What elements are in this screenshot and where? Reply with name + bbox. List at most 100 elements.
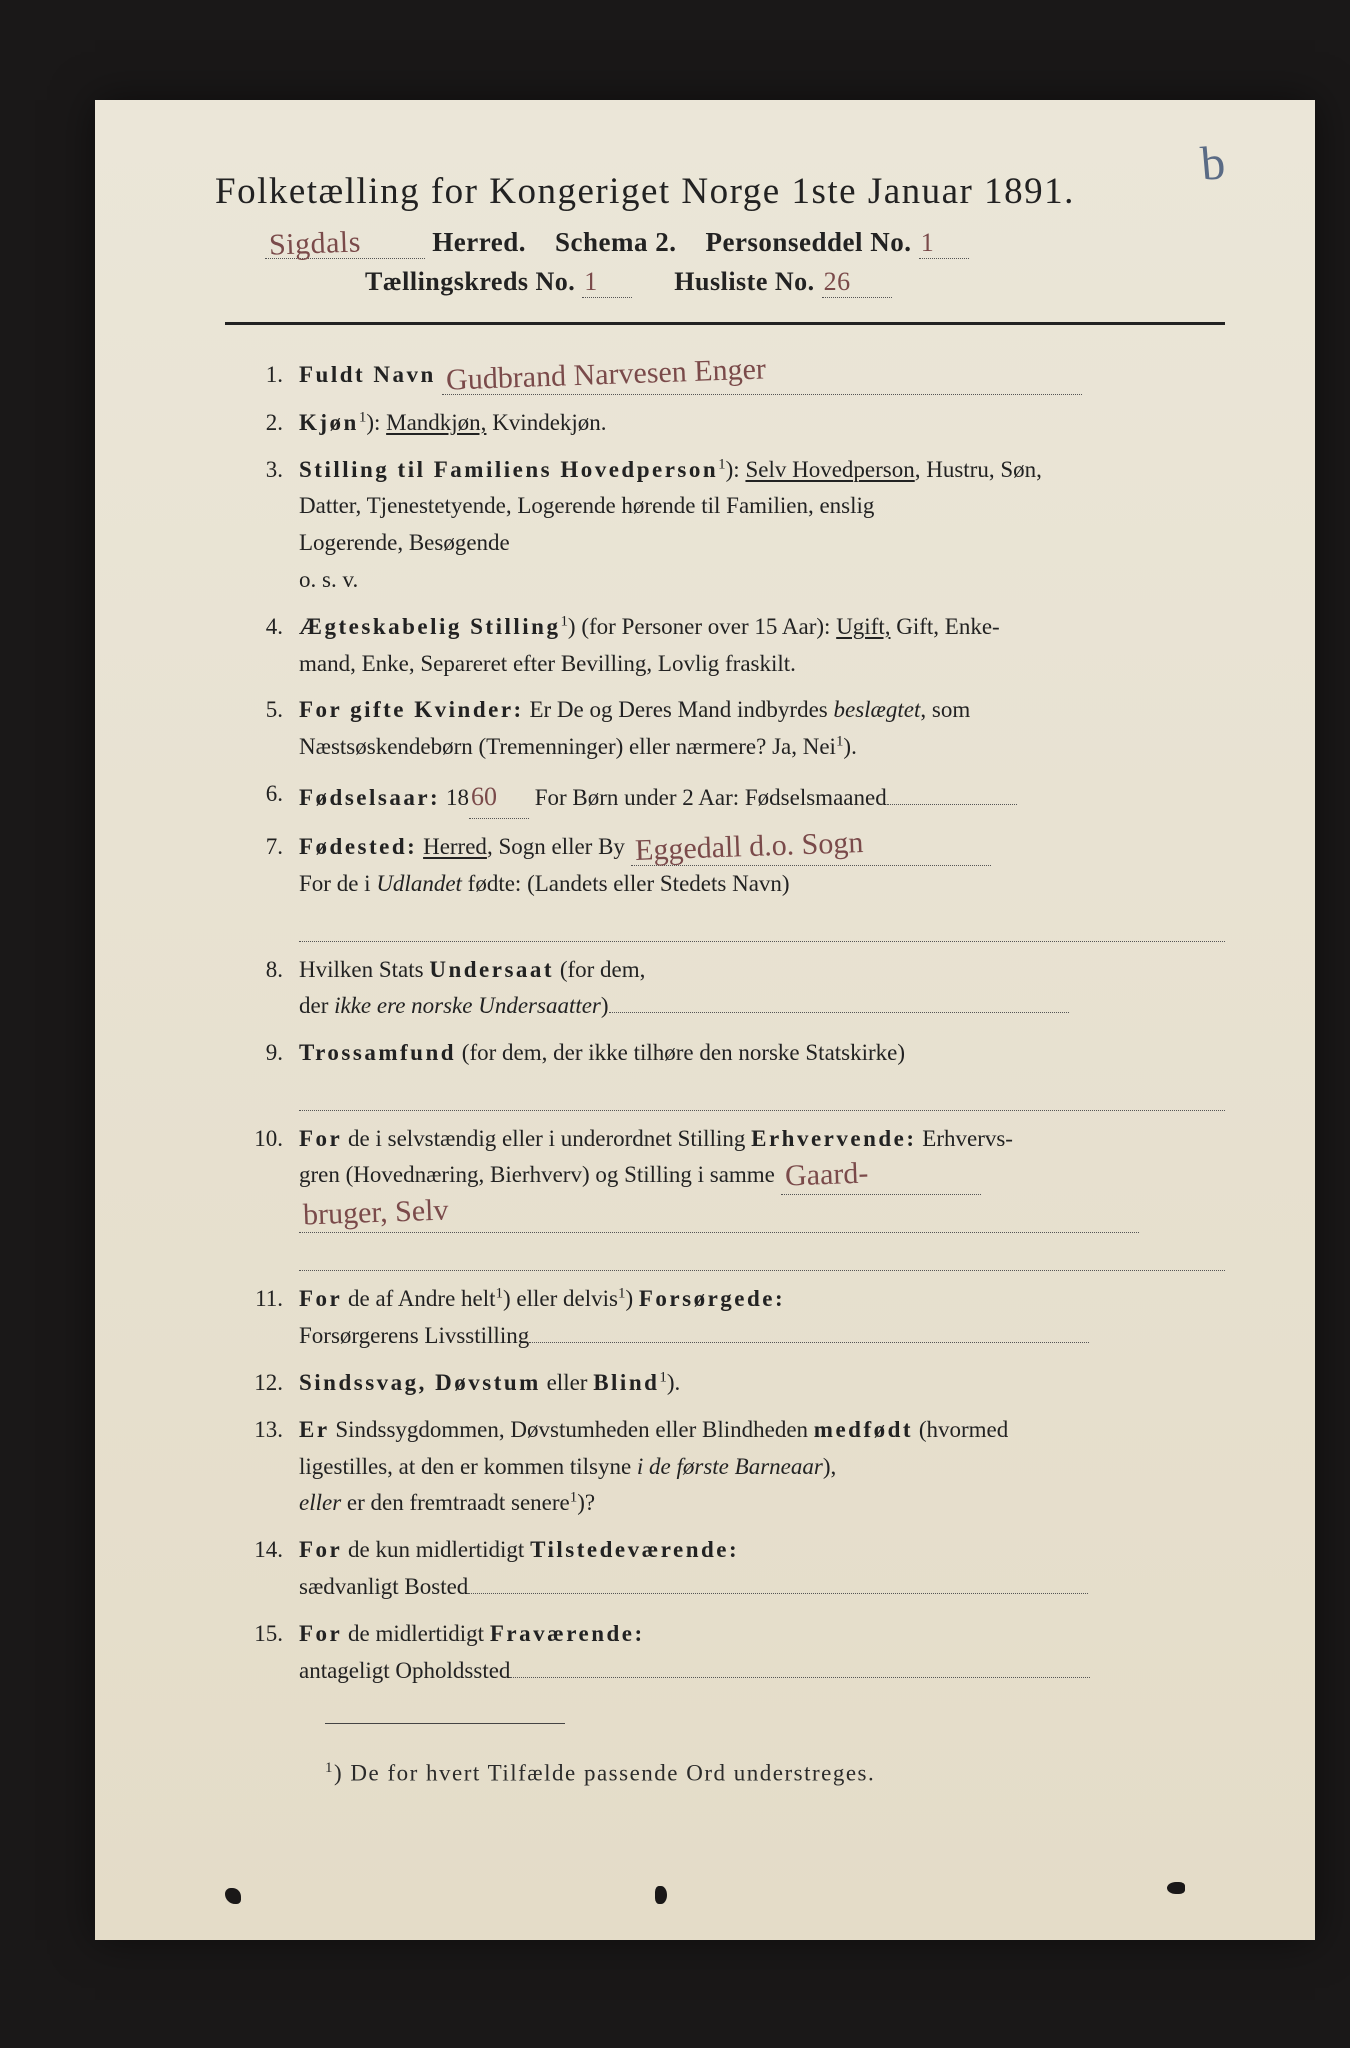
q3-line4: o. s. v. xyxy=(299,567,358,592)
q4-label: Ægteskabelig Stilling xyxy=(299,614,560,639)
q10-hand2: bruger, Selv xyxy=(299,1196,453,1228)
item-body: For de kun midlertidigt Tilstedeværende:… xyxy=(299,1532,1225,1606)
item-body: For de af Andre helt1) eller delvis1) Fo… xyxy=(299,1281,1225,1355)
item-number: 14. xyxy=(245,1532,299,1606)
item-number: 6. xyxy=(245,776,299,819)
subheader-line-2: Tællingskreds No. 1 Husliste No. 26 xyxy=(365,267,1225,298)
item-body: Fødselsaar: 1860 For Børn under 2 Aar: F… xyxy=(299,776,1225,819)
item-body: For de i selvstændig eller i underordnet… xyxy=(299,1121,1225,1272)
q10-rest: Erhvervs- xyxy=(917,1126,1013,1151)
person-no: 1 xyxy=(919,228,937,257)
q1-label: Fuldt Navn xyxy=(299,362,436,387)
q13-line3a: eller xyxy=(299,1490,341,1515)
q10-b2: Erhvervende: xyxy=(751,1126,916,1151)
blank-line xyxy=(299,1237,1225,1272)
husliste-no: 26 xyxy=(822,267,853,296)
q11-b: For xyxy=(299,1286,342,1311)
q8-line2a: der xyxy=(299,993,334,1018)
q11-line2: Forsørgerens Livsstilling xyxy=(299,1323,529,1348)
q1-hand: Gudbrand Narvesen Enger xyxy=(441,355,770,393)
q3-rest: , Hustru, Søn, xyxy=(915,457,1042,482)
q11-text2: ) eller delvis xyxy=(503,1286,618,1311)
q7-label: Fødested: xyxy=(299,834,417,859)
question-list: 1. Fuldt Navn Gudbrand Narvesen Enger 2.… xyxy=(225,357,1225,1689)
item-body: For de midlertidigt Fraværende: antageli… xyxy=(299,1616,1225,1690)
item-number: 11. xyxy=(245,1281,299,1355)
q8-text1: Hvilken Stats xyxy=(299,957,429,982)
q11-b2: Forsørgede: xyxy=(639,1286,785,1311)
census-form-page: b Folketælling for Kongeriget Norge 1ste… xyxy=(95,100,1315,1940)
item-body: Kjøn1): Mandkjøn, Kvindekjøn. xyxy=(299,405,1225,442)
q12-text: eller xyxy=(541,1370,593,1395)
q4-paren: (for Personer over 15 Aar): xyxy=(576,614,837,639)
q2-underlined: Mandkjøn, xyxy=(386,410,486,435)
item-body: Fuldt Navn Gudbrand Narvesen Enger xyxy=(299,357,1225,395)
item-number: 9. xyxy=(245,1035,299,1110)
item-8: 8. Hvilken Stats Undersaat (for dem, der… xyxy=(245,952,1225,1026)
q9-text: (for dem, der ikke tilhøre den norske St… xyxy=(456,1040,905,1065)
q9-b: Trossamfund xyxy=(299,1040,456,1065)
q6-label: Fødselsaar: xyxy=(299,785,440,810)
herred-handwritten: Sigdals xyxy=(265,228,366,258)
item-10: 10. For de i selvstændig eller i underor… xyxy=(245,1121,1225,1272)
person-label: Personseddel No. xyxy=(705,227,911,257)
q11-text: de af Andre helt xyxy=(342,1286,495,1311)
q13-line2a: ligestilles, at den er kommen tilsyne xyxy=(299,1454,637,1479)
item-body: Fødested: Herred, Sogn eller By Eggedall… xyxy=(299,829,1225,942)
q10-line2: gren (Hovednæring, Bierhverv) og Stillin… xyxy=(299,1162,775,1187)
q6-prefix: 18 xyxy=(440,785,469,810)
q4-underlined: Ugift, xyxy=(836,614,890,639)
q3-label: Stilling til Familiens Hovedperson xyxy=(299,457,718,482)
item-15: 15. For de midlertidigt Fraværende: anta… xyxy=(245,1616,1225,1690)
q3-line2: Datter, Tjenestetyende, Logerende hørend… xyxy=(299,493,874,518)
item-13: 13. Er Sindssygdommen, Døvstumheden elle… xyxy=(245,1412,1225,1522)
q13-ital: i de første Barneaar xyxy=(637,1454,823,1479)
q4-line2: mand, Enke, Separeret efter Bevilling, L… xyxy=(299,651,796,676)
q13-line3b: er den fremtraadt senere xyxy=(341,1490,570,1515)
footnote-text: ) De for hvert Tilfælde passende Ord und… xyxy=(334,1761,875,1786)
q15-line2: antageligt Opholdssted xyxy=(299,1658,510,1683)
q13-rest: (hvormed xyxy=(913,1417,1008,1442)
item-1: 1. Fuldt Navn Gudbrand Narvesen Enger xyxy=(245,357,1225,395)
schema-label: Schema 2. xyxy=(555,227,677,257)
q12-b: Sindssvag, Døvstum xyxy=(299,1370,541,1395)
item-number: 7. xyxy=(245,829,299,942)
q15-text: de midlertidigt xyxy=(342,1621,490,1646)
q7-hand: Eggedall d.o. Sogn xyxy=(630,828,867,863)
item-number: 3. xyxy=(245,452,299,599)
item-body: Er Sindssygdommen, Døvstumheden eller Bl… xyxy=(299,1412,1225,1522)
q11-text3: ) xyxy=(625,1286,638,1311)
footnote: 1) De for hvert Tilfælde passende Ord un… xyxy=(325,1760,1225,1787)
item-number: 10. xyxy=(245,1121,299,1272)
item-body: Trossamfund (for dem, der ikke tilhøre d… xyxy=(299,1035,1225,1110)
q7-rest: , Sogn eller By xyxy=(487,834,625,859)
item-body: Hvilken Stats Undersaat (for dem, der ik… xyxy=(299,952,1225,1026)
q8-ital: ikke ere norske Undersaatter xyxy=(334,993,601,1018)
q5-text: Er De og Deres Mand indbyrdes xyxy=(524,697,834,722)
q3-line3: Logerende, Besøgende xyxy=(299,530,510,555)
item-7: 7. Fødested: Herred, Sogn eller By Egged… xyxy=(245,829,1225,942)
header-divider xyxy=(225,322,1225,325)
q2-label: Kjøn xyxy=(299,410,359,435)
item-3: 3. Stilling til Familiens Hovedperson1):… xyxy=(245,452,1225,599)
subheader-line-1: Sigdals Herred. Schema 2. Personseddel N… xyxy=(265,227,1225,259)
item-number: 15. xyxy=(245,1616,299,1690)
punch-hole xyxy=(1167,1882,1185,1894)
q15-b2: Fraværende: xyxy=(490,1621,645,1646)
q13-line2b: ), xyxy=(823,1454,836,1479)
form-title: Folketælling for Kongeriget Norge 1ste J… xyxy=(215,170,1225,213)
q13-b2: medfødt xyxy=(814,1417,913,1442)
item-number: 4. xyxy=(245,609,299,683)
punch-hole xyxy=(225,1888,241,1904)
item-number: 2. xyxy=(245,405,299,442)
q7-line2: For de i xyxy=(299,871,376,896)
item-11: 11. For de af Andre helt1) eller delvis1… xyxy=(245,1281,1225,1355)
item-body: Stilling til Familiens Hovedperson1): Se… xyxy=(299,452,1225,599)
q8-b: Undersaat xyxy=(429,957,554,982)
footnote-rule xyxy=(325,1723,565,1724)
q14-line2: sædvanligt Bosted xyxy=(299,1574,468,1599)
q3-underlined: Selv Hovedperson xyxy=(745,457,914,482)
punch-hole xyxy=(655,1886,667,1904)
q15-b: For xyxy=(299,1621,342,1646)
item-9: 9. Trossamfund (for dem, der ikke tilhør… xyxy=(245,1035,1225,1110)
